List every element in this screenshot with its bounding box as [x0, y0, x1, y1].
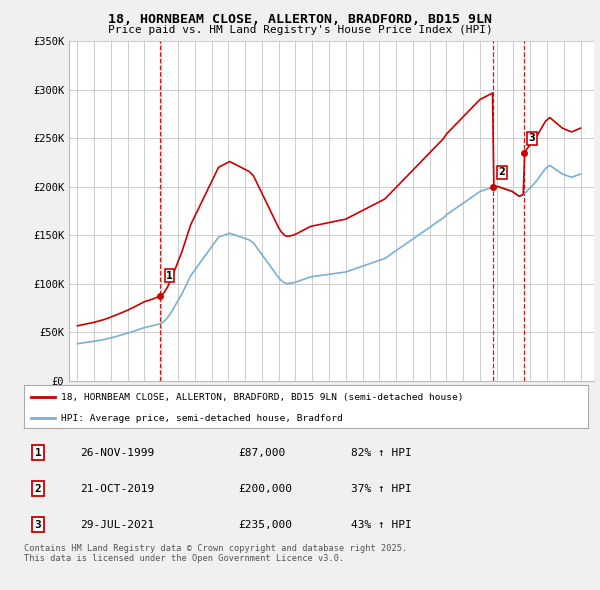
- Text: £87,000: £87,000: [238, 448, 286, 457]
- Text: 82% ↑ HPI: 82% ↑ HPI: [351, 448, 412, 457]
- Text: HPI: Average price, semi-detached house, Bradford: HPI: Average price, semi-detached house,…: [61, 414, 343, 423]
- Text: 2: 2: [499, 167, 505, 177]
- Text: 29-JUL-2021: 29-JUL-2021: [80, 520, 155, 530]
- Text: Contains HM Land Registry data © Crown copyright and database right 2025.
This d: Contains HM Land Registry data © Crown c…: [24, 544, 407, 563]
- Text: 1: 1: [35, 448, 41, 457]
- Text: 1: 1: [166, 271, 173, 281]
- Text: 3: 3: [529, 133, 535, 143]
- Text: £235,000: £235,000: [238, 520, 292, 530]
- Text: £200,000: £200,000: [238, 484, 292, 494]
- Text: 26-NOV-1999: 26-NOV-1999: [80, 448, 155, 457]
- Text: 2: 2: [35, 484, 41, 494]
- Text: 37% ↑ HPI: 37% ↑ HPI: [351, 484, 412, 494]
- Text: 43% ↑ HPI: 43% ↑ HPI: [351, 520, 412, 530]
- Text: Price paid vs. HM Land Registry's House Price Index (HPI): Price paid vs. HM Land Registry's House …: [107, 25, 493, 35]
- Text: 18, HORNBEAM CLOSE, ALLERTON, BRADFORD, BD15 9LN: 18, HORNBEAM CLOSE, ALLERTON, BRADFORD, …: [108, 13, 492, 26]
- Text: 21-OCT-2019: 21-OCT-2019: [80, 484, 155, 494]
- Text: 3: 3: [35, 520, 41, 530]
- Text: 18, HORNBEAM CLOSE, ALLERTON, BRADFORD, BD15 9LN (semi-detached house): 18, HORNBEAM CLOSE, ALLERTON, BRADFORD, …: [61, 393, 463, 402]
